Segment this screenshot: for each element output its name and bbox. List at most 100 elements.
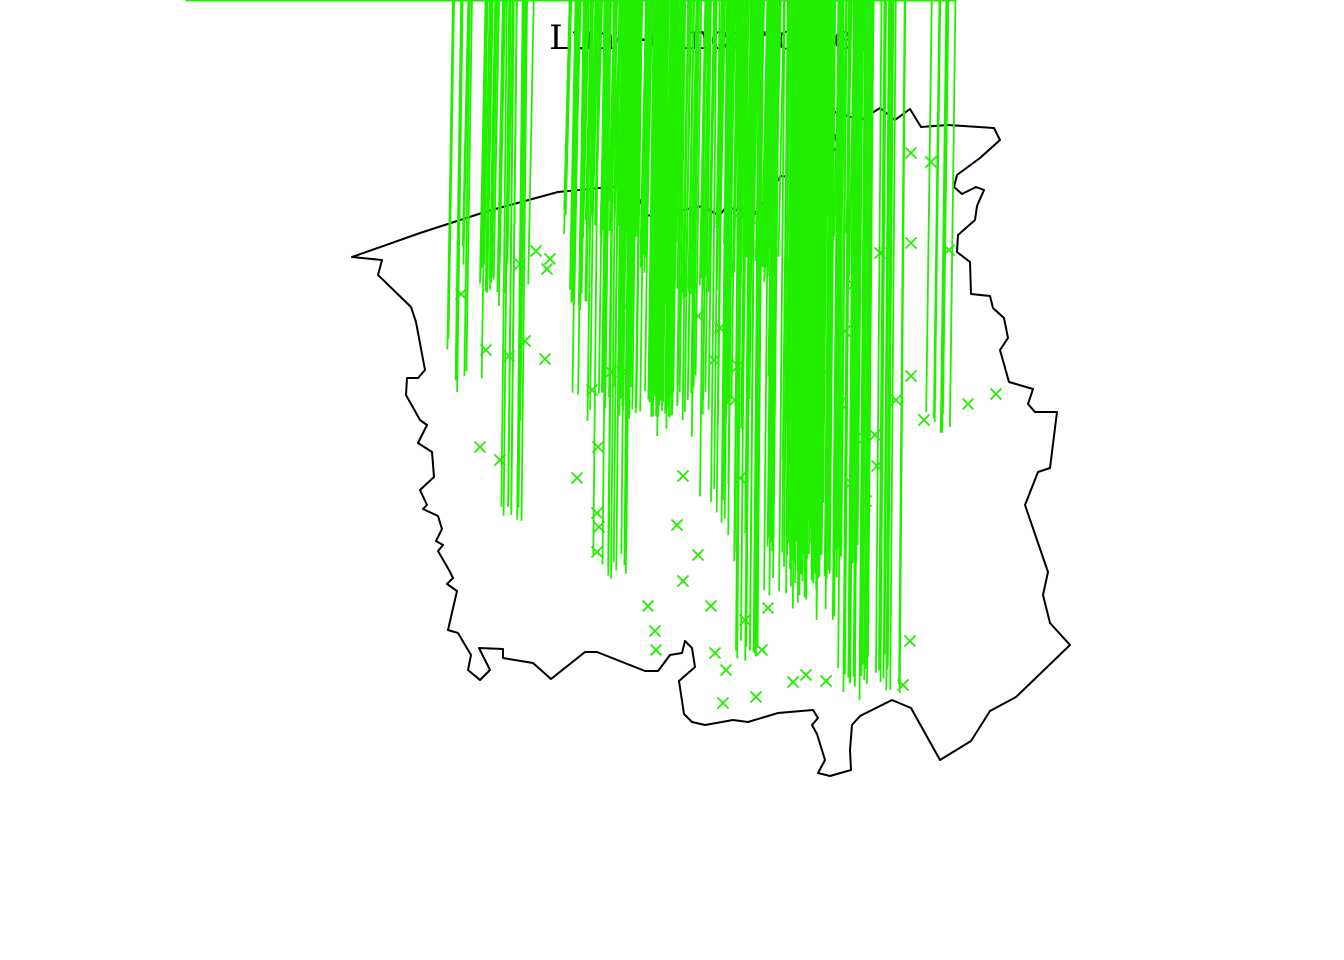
case-point — [224, 1, 621, 224]
case-point — [859, 494, 873, 508]
case-point — [786, 675, 800, 689]
case-point — [713, 321, 727, 335]
case-point — [308, 1, 577, 309]
case-point — [473, 440, 487, 454]
case-point — [228, 1, 617, 228]
case-point — [733, 471, 747, 485]
case-point — [783, 363, 797, 377]
case-point — [728, 393, 742, 407]
case-point — [604, 365, 618, 379]
case-point — [538, 352, 552, 366]
case-point — [904, 369, 918, 383]
case-point — [242, 1, 607, 242]
case-point — [749, 690, 763, 704]
case-point — [590, 545, 604, 559]
case-point — [691, 309, 705, 323]
case-point — [493, 453, 507, 467]
case-point — [233, 1, 595, 234]
case-point — [743, 211, 757, 225]
case-point — [252, 1, 469, 252]
case-point — [758, 224, 772, 238]
case-point — [799, 668, 813, 682]
case-point — [849, 431, 863, 445]
case-point — [206, 1, 603, 206]
case-point — [226, 1, 591, 227]
case-point — [873, 246, 887, 260]
case-point — [838, 324, 852, 338]
case-point — [716, 696, 730, 710]
case-point — [344, 1, 454, 345]
case-point — [791, 331, 805, 345]
case-point — [216, 1, 623, 217]
case-point — [231, 1, 611, 232]
case-point — [707, 353, 721, 367]
case-point — [303, 1, 579, 304]
case-point — [733, 205, 747, 219]
case-point — [676, 574, 690, 588]
case-point — [868, 428, 882, 442]
case-point — [203, 1, 598, 203]
case-point — [221, 1, 597, 222]
case-point — [540, 262, 554, 276]
case-point — [592, 520, 606, 534]
case-point — [280, 1, 486, 280]
case-point — [904, 236, 918, 250]
case-point — [196, 1, 608, 196]
case-point — [270, 1, 469, 271]
case-point — [691, 548, 705, 562]
case-point — [237, 1, 608, 237]
case-point — [221, 1, 571, 221]
case-point — [818, 365, 832, 379]
case-point — [844, 476, 858, 490]
case-point — [641, 599, 655, 613]
case-point — [227, 1, 607, 227]
case-point — [502, 349, 516, 363]
case-point — [585, 383, 599, 397]
case-point — [942, 243, 956, 257]
case-point — [648, 624, 662, 638]
case-point — [620, 300, 634, 314]
case-point — [870, 459, 884, 473]
case-point — [215, 1, 611, 215]
case-point — [649, 643, 663, 657]
case-point — [289, 1, 485, 290]
case-point — [543, 252, 557, 266]
case-point — [311, 1, 504, 312]
case-point — [355, 1, 453, 356]
case-point — [209, 1, 620, 209]
case-point — [270, 1, 490, 271]
case-point — [513, 257, 527, 271]
case-points — [185, 1, 1003, 710]
case-point — [591, 440, 605, 454]
case-point — [903, 634, 917, 648]
case-point — [570, 471, 584, 485]
case-point — [218, 1, 598, 219]
case-point — [755, 643, 769, 657]
case-point — [288, 1, 579, 288]
case-point — [904, 146, 918, 160]
case-point — [719, 663, 733, 677]
case-point — [206, 1, 614, 207]
case-point — [306, 1, 578, 307]
case-point — [273, 1, 487, 274]
case-point — [226, 1, 589, 227]
case-point — [236, 1, 615, 237]
case-point — [214, 1, 597, 214]
case-point — [961, 397, 975, 411]
case-point — [738, 613, 752, 627]
case-point — [989, 387, 1003, 401]
case-point — [214, 1, 597, 214]
case-point — [676, 469, 690, 483]
case-point — [846, 278, 860, 292]
case-point — [917, 413, 931, 427]
case-point — [185, 1, 608, 186]
case-point — [250, 1, 607, 251]
case-point — [529, 244, 543, 258]
case-point — [221, 1, 625, 221]
case-point — [269, 1, 513, 270]
case-point — [616, 365, 630, 379]
case-point — [889, 393, 903, 407]
case-point — [518, 334, 532, 348]
case-point — [454, 287, 468, 301]
